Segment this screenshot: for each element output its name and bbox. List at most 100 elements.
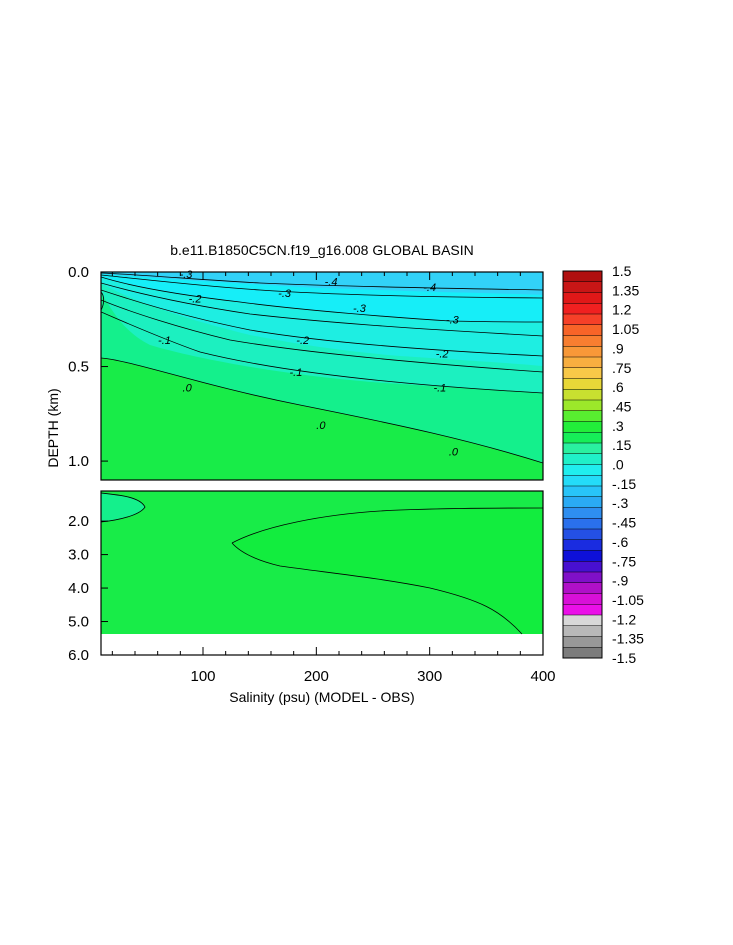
colorbar-swatch [563,357,602,369]
x-axis-label: Salinity (psu) (MODEL - OBS) [229,689,414,705]
contour-label: -.3 [278,288,292,300]
colorbar-label: -1.05 [612,592,644,608]
y-tick-label: 2.0 [68,513,89,530]
colorbar-swatch [563,636,602,648]
colorbar-swatch [563,421,602,433]
upper-panel-frame [100,271,544,481]
x-axis: 100 200 300 400 [111,272,556,685]
y-tick-label: 6.0 [68,647,89,664]
colorbar-swatch [563,400,602,412]
colorbar-label: -1.35 [612,631,644,647]
colorbar-label: .9 [612,340,624,356]
colorbar-swatch [563,647,602,659]
colorbar-frame [562,270,603,659]
colorbar-swatch [563,496,602,508]
colorbar-label: .45 [612,398,632,414]
upper-panel [101,272,543,480]
colorbar-swatch [563,314,602,326]
y-tick-label: 0.5 [68,359,89,376]
colorbar-label: -1.2 [612,611,636,627]
contour-label: -.4 [325,276,338,288]
colorbar-label: 1.5 [612,263,632,279]
colorbar-swatch [563,367,602,379]
contour-label: -.1 [158,335,171,347]
contour-labels: -.3 -.4 -.4 -.3 -.3 -.3 -.2 -.2 -.2 -.1 -.1 -.1 .0 .0… [158,269,460,459]
colorbar: 1.5 1.35 1.2 1.05 .9 .75 .6 .45 .3 .15 .0 -.15 -.3 -.… [562,263,644,666]
colorbar-swatch [563,410,602,422]
x-tick-label: 400 [530,668,555,685]
colorbar-swatch [563,486,602,498]
x-tick-label: 100 [190,668,215,685]
colorbar-label: 1.35 [612,282,639,298]
colorbar-swatch [563,324,602,336]
contour-label: .0 [316,420,326,432]
colorbar-label: .3 [612,418,624,434]
contour-label: -.1 [433,382,446,394]
colorbar-swatch [563,453,602,465]
colorbar-swatch [563,292,602,304]
lower-panel-frame [100,490,544,656]
colorbar-swatch [563,615,602,627]
y-tick-label: 4.0 [68,580,89,597]
y-tick-label: 0.0 [68,264,89,281]
colorbar-swatch [563,335,602,347]
contour-lines-upper [101,272,543,464]
colorbar-swatch [563,529,602,541]
colorbar-swatch [563,464,602,476]
y-axis-label: DEPTH (km) [45,388,61,467]
colorbar-swatch [563,604,602,616]
region-aqua-deep-fill [101,493,145,522]
colorbar-swatch [563,550,602,562]
colorbar-label: 1.05 [612,321,639,337]
contour-label: -.2 [189,293,202,305]
colorbar-swatch [563,432,602,444]
x-tick-label: 200 [304,668,329,685]
colorbar-label: .75 [612,360,632,376]
y-tick-label: 1.0 [68,453,89,470]
lower-panel [101,491,543,655]
contour-label: -.2 [296,335,309,347]
colorbar-swatch [563,582,602,594]
y-tick-label: 5.0 [68,614,89,631]
colorbar-swatch [563,593,602,605]
colorbar-label: -.6 [612,534,629,550]
y-tick-label: 3.0 [68,547,89,564]
colorbar-label: -.45 [612,515,636,531]
contour-label: .0 [183,382,193,394]
colorbar-swatch [563,572,602,584]
upper-y-axis: 0.0 0.5 1.0 [68,264,108,470]
contour-label: -.3 [446,314,460,326]
colorbar-label: -1.5 [612,650,636,666]
colorbar-swatch [563,475,602,487]
colorbar-swatch [563,539,602,551]
colorbar-swatch [563,518,602,530]
lower-y-axis: 2.0 3.0 4.0 5.0 6.0 [68,513,108,664]
colorbar-swatch [563,303,602,315]
region-positive-green-fill [232,508,543,634]
colorbar-swatch [563,561,602,573]
contour-lines-lower [101,492,543,635]
contour-label: -.2 [436,348,449,360]
contour-label: -.3 [180,269,194,281]
colorbar-label: -.15 [612,476,636,492]
contour-label: -.1 [290,367,303,379]
colorbar-swatch [563,281,602,293]
region-skyblue-fill [101,272,543,295]
colorbar-swatch [563,271,602,283]
contour-label: -.4 [423,282,436,294]
chart-title: b.e11.B1850C5CN.f19_g16.008 GLOBAL BASIN [170,242,474,258]
colorbar-swatch [563,507,602,519]
ocean-floor-mask [101,634,543,655]
colorbar-swatch [563,389,602,401]
contour-label: .0 [449,447,459,459]
colorbar-label: -.75 [612,553,636,569]
colorbar-swatch [563,625,602,637]
colorbar-swatch [563,443,602,455]
colorbar-label: -.9 [612,573,629,589]
colorbar-label: -.3 [612,495,629,511]
colorbar-label: .6 [612,379,624,395]
colorbar-label: .15 [612,437,632,453]
colorbar-label: .0 [612,457,624,473]
contour-label: -.3 [353,303,367,315]
